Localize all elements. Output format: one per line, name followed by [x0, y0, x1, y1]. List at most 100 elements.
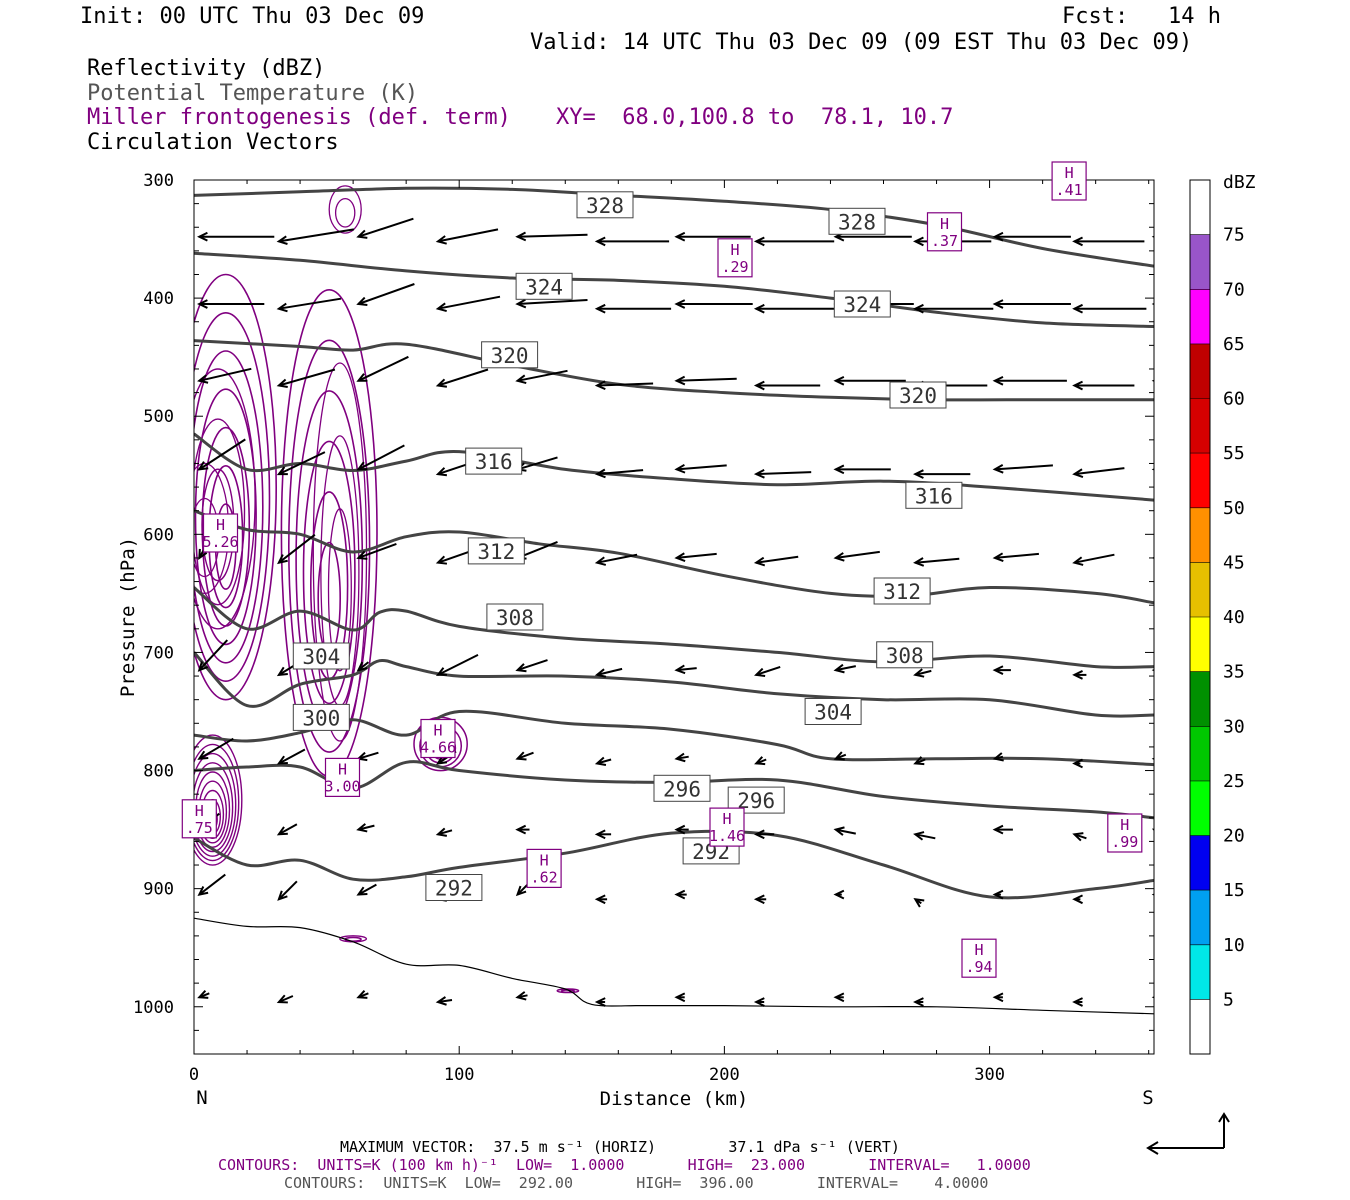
frontogenesis-max: H.75	[181, 799, 217, 839]
vector-head	[197, 231, 208, 242]
theta-label-box	[905, 481, 963, 509]
frontogenesis-max-value: 1.46	[709, 827, 745, 845]
vector-head	[356, 373, 368, 382]
frontogenesis-max-value: .99	[1111, 833, 1138, 851]
vector-shaft	[517, 299, 588, 305]
frontogenesis-max-symbol: H	[974, 941, 983, 959]
frontogenesis-contour	[302, 440, 356, 705]
colorbar-level-label: 75	[1223, 225, 1245, 246]
vector-head	[992, 889, 1004, 900]
colorbar-level-label: 5	[1223, 989, 1234, 1010]
vector-head	[1151, 379, 1154, 382]
theta-contour-324	[194, 251, 1154, 328]
circulation-vector	[674, 375, 737, 386]
theta-label: 296	[653, 774, 711, 802]
circulation-vector	[1072, 467, 1125, 478]
circulation-vector	[753, 997, 765, 1007]
theta-label-box	[465, 447, 523, 475]
vector-head	[276, 235, 288, 245]
circulation-vector	[1151, 893, 1154, 896]
north-label: N	[196, 1087, 207, 1109]
circulation-vector	[674, 299, 753, 309]
vector-shaft	[835, 828, 856, 835]
frontogenesis-max-box	[202, 513, 239, 553]
field-potential-temperature: Potential Temperature (K)	[87, 81, 419, 106]
circulation-vector	[197, 367, 252, 384]
vector-head	[1151, 468, 1154, 471]
vector-head	[1151, 556, 1154, 560]
vector-head	[992, 552, 1004, 563]
vector-head	[992, 231, 1004, 242]
circulation-vector	[356, 542, 397, 560]
colorbar-level-label: 35	[1223, 662, 1245, 683]
colorbar-swatch	[1190, 180, 1210, 235]
circulation-vector	[753, 380, 821, 391]
circulation-vector	[356, 883, 377, 896]
labels-layer: 328 328 324 324 320 320 316 316 312 312 308 308 304 3…	[181, 161, 1143, 978]
theta-label: 316	[905, 481, 963, 509]
circulation-vector	[197, 231, 275, 242]
colorbar-unit: dBZ	[1223, 172, 1256, 193]
vector-shaft	[676, 552, 717, 559]
circulation-vector	[356, 283, 415, 306]
theta-label-box	[873, 577, 931, 605]
vector-head	[992, 464, 1004, 474]
vector-shaft	[278, 297, 342, 310]
circulation-vector	[356, 217, 414, 239]
vector-head	[197, 989, 209, 999]
colorbar-level-label: 55	[1223, 443, 1245, 464]
vector-head	[833, 552, 845, 562]
theta-contour-312	[194, 509, 1154, 605]
theta-label-box	[425, 874, 483, 901]
vector-head	[435, 667, 447, 676]
circulation-vector	[833, 889, 845, 900]
vector-head	[276, 994, 288, 1004]
vector-head	[753, 829, 765, 840]
vector-shaft	[278, 228, 355, 243]
vector-shaft	[915, 833, 936, 840]
vector-head	[197, 661, 209, 672]
theta-label-box	[889, 381, 947, 409]
x-tick-label: 100	[444, 1065, 475, 1085]
vector-head	[992, 375, 1004, 386]
circulation-vector	[356, 823, 375, 833]
frontogenesis-max-value: .75	[186, 819, 213, 837]
circulation-vector	[674, 664, 697, 675]
frontogenesis-max-box	[717, 238, 753, 278]
vector-head	[674, 552, 686, 562]
vector-head	[356, 550, 368, 560]
circulation-vector	[1151, 757, 1154, 760]
colorbar-swatch	[1190, 453, 1210, 508]
vector-head	[594, 997, 606, 1007]
vector-head	[674, 231, 686, 242]
vector-shaft	[278, 451, 326, 476]
vector-head	[1151, 669, 1154, 672]
circulation-vector	[276, 368, 336, 389]
reference-vector	[1146, 1112, 1230, 1155]
circulation-vector	[913, 303, 994, 314]
colorbar-swatch	[1190, 289, 1210, 344]
vector-head	[833, 826, 845, 836]
circulation-vector	[992, 665, 1011, 675]
vector-head	[276, 378, 288, 389]
theta-label: 304	[292, 642, 350, 670]
vector-head	[753, 380, 765, 391]
vector-shaft	[358, 824, 375, 831]
vector-head	[674, 889, 686, 900]
circulation-vector	[992, 992, 1004, 1003]
x-tick-label: 0	[189, 1065, 199, 1085]
vector-shaft	[1074, 553, 1115, 564]
vector-shaft	[596, 553, 638, 564]
circulation-vector	[515, 231, 588, 242]
field-circulation-vectors: Circulation Vectors	[87, 130, 339, 155]
vector-shaft	[437, 368, 489, 387]
theta-label-text: 296	[663, 777, 701, 801]
frontogenesis-max: H.99	[1107, 813, 1143, 853]
frontogenesis-max-box	[926, 212, 963, 252]
circulation-vector	[992, 752, 1004, 762]
frontogenesis-contour	[194, 762, 234, 853]
theta-label-text: 320	[491, 344, 529, 368]
vector-head	[594, 668, 607, 678]
theta-label: 300	[292, 703, 350, 731]
colorbar-swatch	[1190, 617, 1210, 672]
